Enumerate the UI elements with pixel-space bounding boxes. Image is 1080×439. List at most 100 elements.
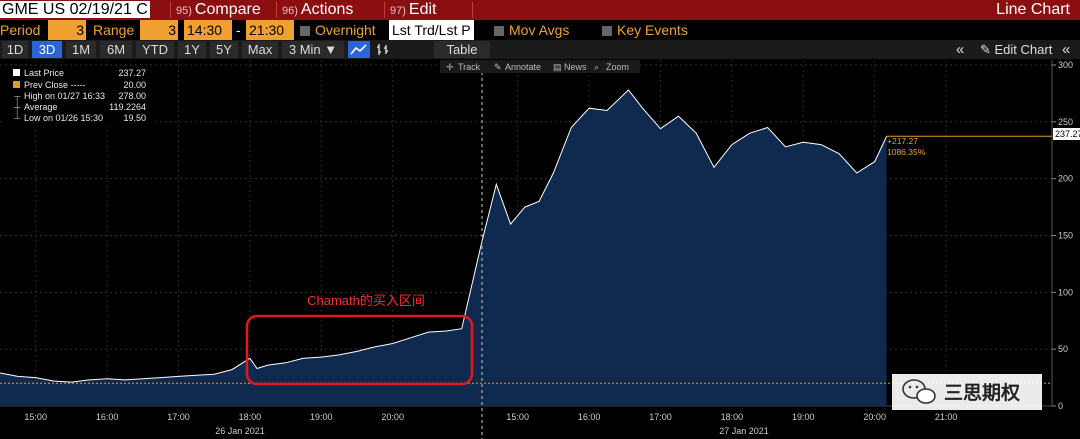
x-axis-labels: 15:00 16:00 17:00 18:00 19:00 20:00 15:00 16:00…: [24, 412, 957, 436]
date-label: 27 Jan 2021: [719, 426, 769, 436]
period-1m-button[interactable]: 1M: [66, 41, 96, 58]
period-field[interactable]: 3: [48, 20, 86, 40]
expand-icon[interactable]: «: [1062, 41, 1071, 58]
legend: Last Price 237.27 Prev Close ----- 20.00…: [4, 66, 152, 126]
ticker-field[interactable]: GME US 02/19/21 C: [0, 1, 150, 18]
zoom-tool-icon[interactable]: ⌕: [594, 62, 599, 72]
high-marker-icon: ┬: [13, 91, 21, 102]
time-dash: -: [236, 22, 241, 38]
track-tool-icon[interactable]: ✛: [446, 62, 454, 72]
overnight-toggle[interactable]: Overnight: [300, 20, 376, 40]
range-field[interactable]: 3: [140, 20, 178, 40]
legend-label: Prev Close -----: [24, 80, 86, 90]
bar-chart-icon[interactable]: [372, 41, 394, 58]
x-tick-label: 15:00: [506, 412, 529, 422]
area-layer: [0, 89, 1052, 406]
y-tick-label: 200: [1058, 174, 1073, 184]
compare-menu[interactable]: 95) Compare: [176, 1, 261, 18]
y-tick-label: 50: [1058, 344, 1068, 354]
pencil-icon: ✎: [980, 42, 995, 57]
legend-label: Low on 01/26 15:30: [24, 113, 103, 123]
period-6m-button[interactable]: 6M: [100, 41, 132, 58]
track-tool[interactable]: Track: [458, 62, 481, 72]
chart-tools: ✛ Track ✎ Annotate ▤ News ⌕ Zoom: [440, 60, 640, 73]
watermark: 三思期权: [892, 374, 1042, 410]
divider: [170, 2, 171, 18]
table-button[interactable]: Table: [434, 41, 490, 58]
last-price-tag: 237.27: [1053, 128, 1080, 140]
interval-select[interactable]: 3 Min ▼: [282, 41, 344, 58]
range-label: Range: [93, 22, 135, 38]
period-label: Period: [0, 22, 41, 38]
y-tick-label: 0: [1058, 401, 1063, 411]
watermark-text: 三思期权: [944, 381, 1020, 404]
legend-label: Last Price: [24, 68, 64, 78]
period-5y-button[interactable]: 5Y: [210, 41, 238, 58]
annotate-tool-icon[interactable]: ✎: [494, 62, 502, 72]
price-field-select[interactable]: Lst Trd/Lst P: [389, 20, 474, 40]
x-tick-label: 16:00: [96, 412, 119, 422]
price-area: [0, 90, 887, 406]
collapse-icon[interactable]: «: [956, 41, 965, 58]
legend-value: 278.00: [118, 91, 146, 101]
x-tick-label: 17:00: [167, 412, 190, 422]
last-change: +217.27: [887, 136, 918, 146]
date-label: 26 Jan 2021: [215, 426, 265, 436]
period-max-button[interactable]: Max: [242, 41, 278, 58]
mov-avgs-toggle[interactable]: Mov Avgs: [494, 20, 569, 40]
price-line: [0, 89, 888, 383]
x-tick-label: 20:00: [863, 412, 886, 422]
params-bar: Period 3 Range 3 14:30 - 21:30 Overnight…: [0, 20, 1080, 40]
y-tick-label: 100: [1058, 287, 1073, 297]
checkbox-icon: [300, 26, 310, 37]
key-events-toggle[interactable]: Key Events: [602, 20, 688, 40]
legend-label: High on 01/27 16:33: [24, 91, 105, 101]
x-tick-label: 19:00: [792, 412, 815, 422]
y-tick-label: 150: [1058, 231, 1073, 241]
prev-close-swatch: [13, 81, 20, 88]
x-tick-label: 17:00: [649, 412, 672, 422]
period-1d-button[interactable]: 1D: [2, 41, 28, 58]
last-price-tag-text: 237.27: [1055, 129, 1080, 139]
x-tick-label: 20:00: [381, 412, 404, 422]
time-from-field[interactable]: 14:30: [184, 20, 232, 40]
period-ytd-button[interactable]: YTD: [136, 41, 174, 58]
last-pct: 1086.35%: [887, 147, 926, 157]
average-marker-icon: ┼: [13, 101, 21, 113]
edit-chart-button[interactable]: ✎ Edit Chart: [980, 42, 1053, 57]
news-tool[interactable]: News: [564, 62, 587, 72]
line-chart-icon[interactable]: [348, 41, 370, 58]
low-marker-icon: ┴: [13, 112, 21, 123]
annotate-tool[interactable]: Annotate: [505, 62, 541, 72]
x-tick-label: 18:00: [721, 412, 744, 422]
annotation-box: [245, 314, 474, 386]
legend-value: 19.50: [123, 113, 146, 123]
legend-value: 20.00: [123, 80, 146, 90]
last-price-swatch: [13, 69, 20, 76]
annotation-label: Chamath的买入区间: [307, 293, 425, 308]
legend-label: Average: [24, 102, 57, 112]
legend-value: 119.2264: [109, 102, 146, 112]
divider: [384, 2, 385, 18]
edit-menu[interactable]: 97) Edit: [390, 1, 437, 18]
news-tool-icon[interactable]: ▤: [553, 62, 562, 72]
wechat-icon: [902, 379, 936, 404]
x-tick-label: 19:00: [310, 412, 333, 422]
legend-value: 237.27: [118, 68, 146, 78]
header-bar: GME US 02/19/21 C 95) Compare 96) Actions …: [0, 0, 1080, 20]
divider: [472, 2, 473, 18]
x-tick-label: 16:00: [578, 412, 601, 422]
x-tick-label: 15:00: [24, 412, 47, 422]
chart-type-title: Line Chart: [996, 1, 1070, 18]
x-tick-label: 18:00: [239, 412, 262, 422]
zoom-tool[interactable]: Zoom: [606, 62, 629, 72]
time-to-field[interactable]: 21:30: [246, 20, 294, 40]
checkbox-icon: [494, 26, 504, 37]
x-tick-label: 21:00: [935, 412, 958, 422]
period-1y-button[interactable]: 1Y: [178, 41, 206, 58]
divider: [276, 2, 277, 18]
annotation: Chamath的买入区间: [245, 293, 474, 386]
period-3d-button[interactable]: 3D: [32, 41, 62, 58]
actions-menu[interactable]: 96) Actions: [282, 1, 354, 18]
